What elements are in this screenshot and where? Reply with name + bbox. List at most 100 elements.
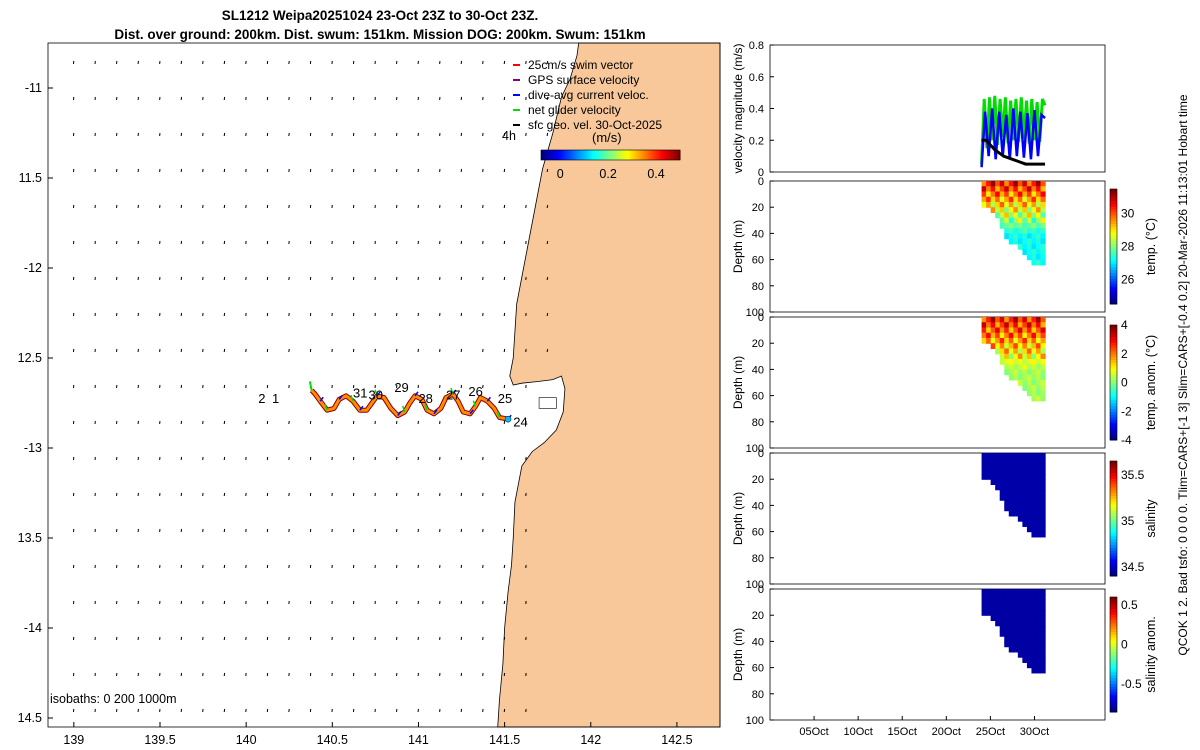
section-cell — [1013, 473, 1019, 480]
section-cell — [1022, 657, 1028, 663]
panel-colorbar-segment — [1110, 345, 1117, 349]
section-cell — [1004, 453, 1010, 459]
section-cell — [990, 332, 996, 339]
section-cell — [1031, 468, 1037, 475]
section-cell — [1026, 662, 1033, 669]
section-cell — [1026, 594, 1033, 601]
panel-colorbar-segment — [1110, 365, 1117, 369]
section-cell — [1031, 473, 1037, 480]
section-cell — [1022, 317, 1028, 323]
section-cell — [995, 207, 1001, 214]
day-label: 24 — [513, 414, 527, 429]
panel-colorbar-segment — [1110, 243, 1117, 247]
section-cell — [1026, 641, 1033, 648]
panel-colorbar-segment — [1110, 281, 1117, 285]
section-cell — [1031, 479, 1037, 486]
panel-colorbar-segment — [1110, 209, 1117, 213]
day-label: 29 — [394, 380, 408, 395]
section-cell — [981, 473, 987, 480]
section-cell — [1026, 364, 1033, 370]
colorbar-segment — [587, 150, 591, 160]
section-cell — [1040, 385, 1046, 391]
section-cell — [1008, 212, 1014, 219]
depth-y-tick-label: 40 — [752, 636, 764, 648]
section-cell — [1008, 228, 1014, 234]
section-cell — [1026, 238, 1033, 245]
net-velocity-vector — [324, 403, 328, 411]
section-cell — [990, 458, 996, 465]
section-cell — [990, 201, 996, 208]
section-cell — [1013, 201, 1019, 208]
section-cell — [1013, 317, 1019, 323]
section-cell — [1040, 641, 1046, 648]
current-arrow — [546, 132, 549, 137]
section-cell — [1031, 521, 1037, 527]
section-cell — [990, 594, 996, 601]
colorbar-segment — [629, 150, 632, 160]
section-cell — [1026, 353, 1033, 360]
section-cell — [1004, 604, 1010, 611]
section-cell — [1013, 604, 1019, 611]
colorbar-segment — [638, 150, 642, 160]
section-cell — [1004, 458, 1010, 465]
panel-colorbar-segment — [1110, 668, 1117, 673]
section-cell — [1035, 473, 1042, 480]
panel-colorbar-segment — [1110, 417, 1117, 421]
land-mass — [497, 42, 721, 728]
section-cell — [1022, 217, 1028, 224]
glider-track — [310, 389, 509, 421]
panel-colorbar-segment — [1110, 414, 1117, 418]
section-cell — [999, 489, 1005, 496]
panel-colorbar-segment — [1110, 197, 1117, 201]
panel-colorbar-label: salinity — [1144, 499, 1158, 538]
section-cell — [1004, 181, 1010, 187]
section-cell — [1008, 233, 1014, 240]
section-cell — [1035, 599, 1042, 606]
section-cell — [1031, 327, 1037, 334]
depth-y-tick-label: 0 — [758, 176, 764, 188]
panel-colorbar-segment — [1110, 634, 1117, 638]
section-cell — [1013, 358, 1019, 365]
panel-colorbar-segment — [1110, 512, 1117, 517]
track-end-marker — [504, 415, 512, 423]
section-cell — [995, 322, 1001, 329]
panel-colorbar-segment — [1110, 573, 1117, 577]
section-cell — [1040, 196, 1046, 203]
section-cell — [1022, 625, 1028, 632]
section-cell — [1040, 369, 1046, 376]
section-cell — [999, 609, 1005, 616]
section-cell — [1035, 630, 1042, 637]
section-cell — [1040, 500, 1046, 506]
section-cell — [981, 458, 987, 465]
depth-y-tick-label: 80 — [752, 553, 764, 565]
panel-colorbar-segment — [1110, 611, 1117, 615]
section-cell — [1022, 353, 1028, 360]
panel-colorbar-segment — [1110, 269, 1117, 273]
panel-colorbar-label: temp. (°C) — [1144, 218, 1158, 275]
section-cell — [995, 458, 1001, 465]
panel-colorbar-segment — [1110, 385, 1117, 389]
section-cell — [1040, 484, 1046, 491]
section-cell — [1008, 207, 1014, 214]
section-cell — [1031, 254, 1037, 261]
section-cell — [1008, 217, 1014, 224]
panel-colorbar-segment — [1110, 212, 1117, 216]
section-cell — [1008, 641, 1014, 648]
section-cell — [1017, 468, 1023, 475]
panel-colorbar-segment — [1110, 697, 1117, 701]
section-cell — [1035, 337, 1042, 344]
panel-colorbar-segment — [1110, 382, 1117, 386]
section-cell — [1017, 322, 1023, 329]
section-cell — [1017, 243, 1023, 250]
section-cell — [1017, 348, 1023, 355]
section-cell — [1017, 484, 1023, 491]
current-arrow — [546, 240, 549, 245]
section-cell — [1017, 651, 1023, 658]
section-cell — [995, 343, 1001, 350]
section-cell — [990, 473, 996, 480]
section-cell — [1026, 222, 1033, 229]
panel-colorbar-segment — [1110, 289, 1117, 293]
section-cell — [986, 468, 992, 475]
panel-colorbar-segment — [1110, 599, 1117, 604]
section-cell — [1035, 646, 1042, 653]
